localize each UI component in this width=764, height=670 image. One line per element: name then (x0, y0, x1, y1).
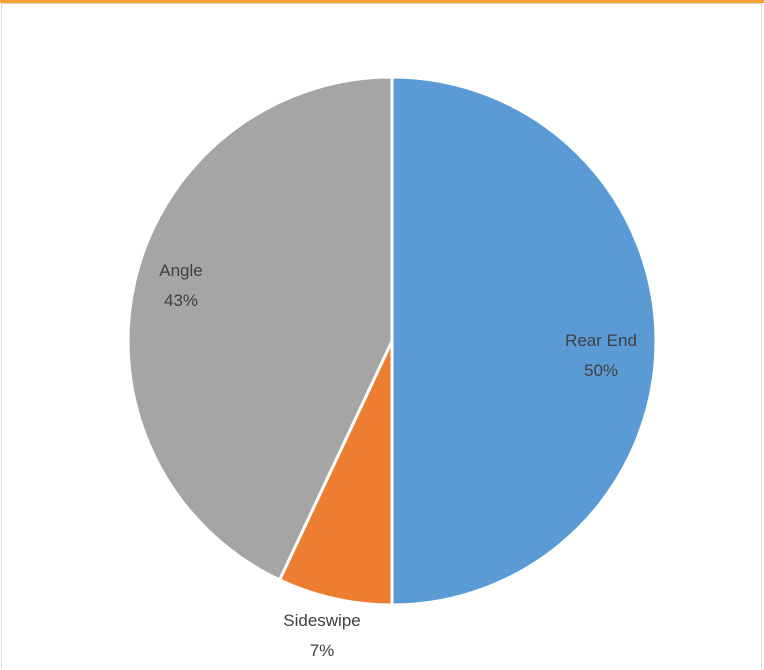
pie-slices (126, 75, 658, 607)
slice-label-rear-end: Rear End (565, 331, 637, 350)
slice-percent-sideswipe: 7% (310, 641, 335, 660)
slice-percent-rear-end: 50% (584, 361, 618, 380)
top-accent-bar (0, 0, 764, 3)
slice-percent-angle: 43% (164, 291, 198, 310)
slice-label-sideswipe: Sideswipe (283, 611, 361, 630)
slice-label-angle: Angle (159, 261, 202, 280)
pie-slice-rear-end (390, 75, 658, 607)
pie-labels: Rear End 50% Sideswipe 7% Angle 43% (159, 261, 637, 660)
chart-area (1, 3, 762, 669)
pie-slice-sideswipe (278, 339, 394, 607)
pie-slice-angle (126, 75, 394, 582)
